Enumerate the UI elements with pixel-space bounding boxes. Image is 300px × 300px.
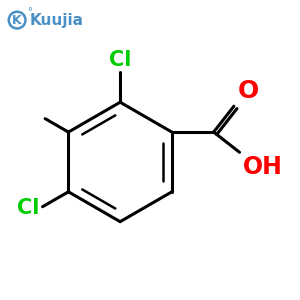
Text: Cl: Cl — [109, 50, 131, 70]
Text: K: K — [12, 14, 22, 27]
Text: O: O — [238, 79, 259, 103]
Text: °: ° — [27, 7, 32, 17]
Text: Kuujia: Kuujia — [30, 13, 84, 28]
Text: OH: OH — [242, 155, 282, 179]
Text: Cl: Cl — [17, 198, 40, 218]
